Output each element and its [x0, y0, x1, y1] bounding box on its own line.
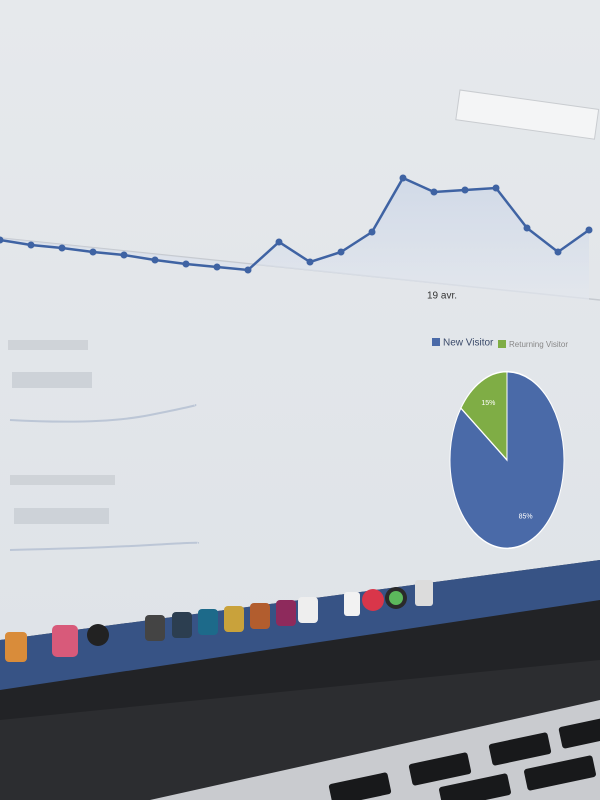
line-point — [585, 226, 593, 234]
sparkline — [9, 404, 197, 423]
sparkline — [9, 541, 200, 551]
pie-slice — [460, 370, 508, 462]
legend-label: New Visitor — [443, 338, 494, 349]
line-point — [0, 236, 4, 244]
legend-label: Returning Visitor — [509, 340, 568, 349]
screen — [0, 0, 600, 640]
slice-label: 85% — [519, 514, 533, 521]
line-point — [492, 184, 500, 192]
pie-chart: 85% 15% — [449, 370, 565, 550]
line-point — [306, 258, 314, 266]
line-point — [58, 244, 66, 252]
blurred-text — [12, 372, 92, 388]
line-point — [368, 228, 376, 236]
line-point — [120, 251, 128, 259]
blurred-text — [14, 508, 109, 524]
line-area — [0, 178, 589, 300]
line-point — [244, 266, 252, 274]
line-chart — [0, 174, 593, 300]
line-point — [213, 263, 221, 271]
line-point — [151, 256, 159, 264]
blurred-text — [10, 475, 115, 485]
legend-swatch — [498, 340, 506, 348]
line-point — [461, 186, 469, 194]
line-point — [554, 248, 562, 256]
line-point — [523, 224, 531, 232]
line — [0, 176, 590, 272]
line-point — [399, 174, 407, 182]
x-axis-label: 19 avr. — [427, 291, 457, 302]
dock — [0, 560, 600, 690]
line-point — [275, 238, 283, 246]
blurred-text — [8, 340, 88, 350]
line-point — [337, 248, 345, 256]
dock-icons — [5, 580, 433, 662]
keyboard-deck — [150, 700, 600, 800]
keys — [328, 717, 600, 800]
line-point — [182, 260, 190, 268]
line-point — [430, 188, 438, 196]
slice-label: 15% — [481, 400, 495, 407]
legend: New Visitor Returning Visitor — [432, 338, 568, 349]
line-point — [27, 241, 35, 249]
toolbar-buttons — [455, 89, 600, 140]
line-point — [89, 248, 97, 256]
legend-swatch — [432, 338, 440, 346]
